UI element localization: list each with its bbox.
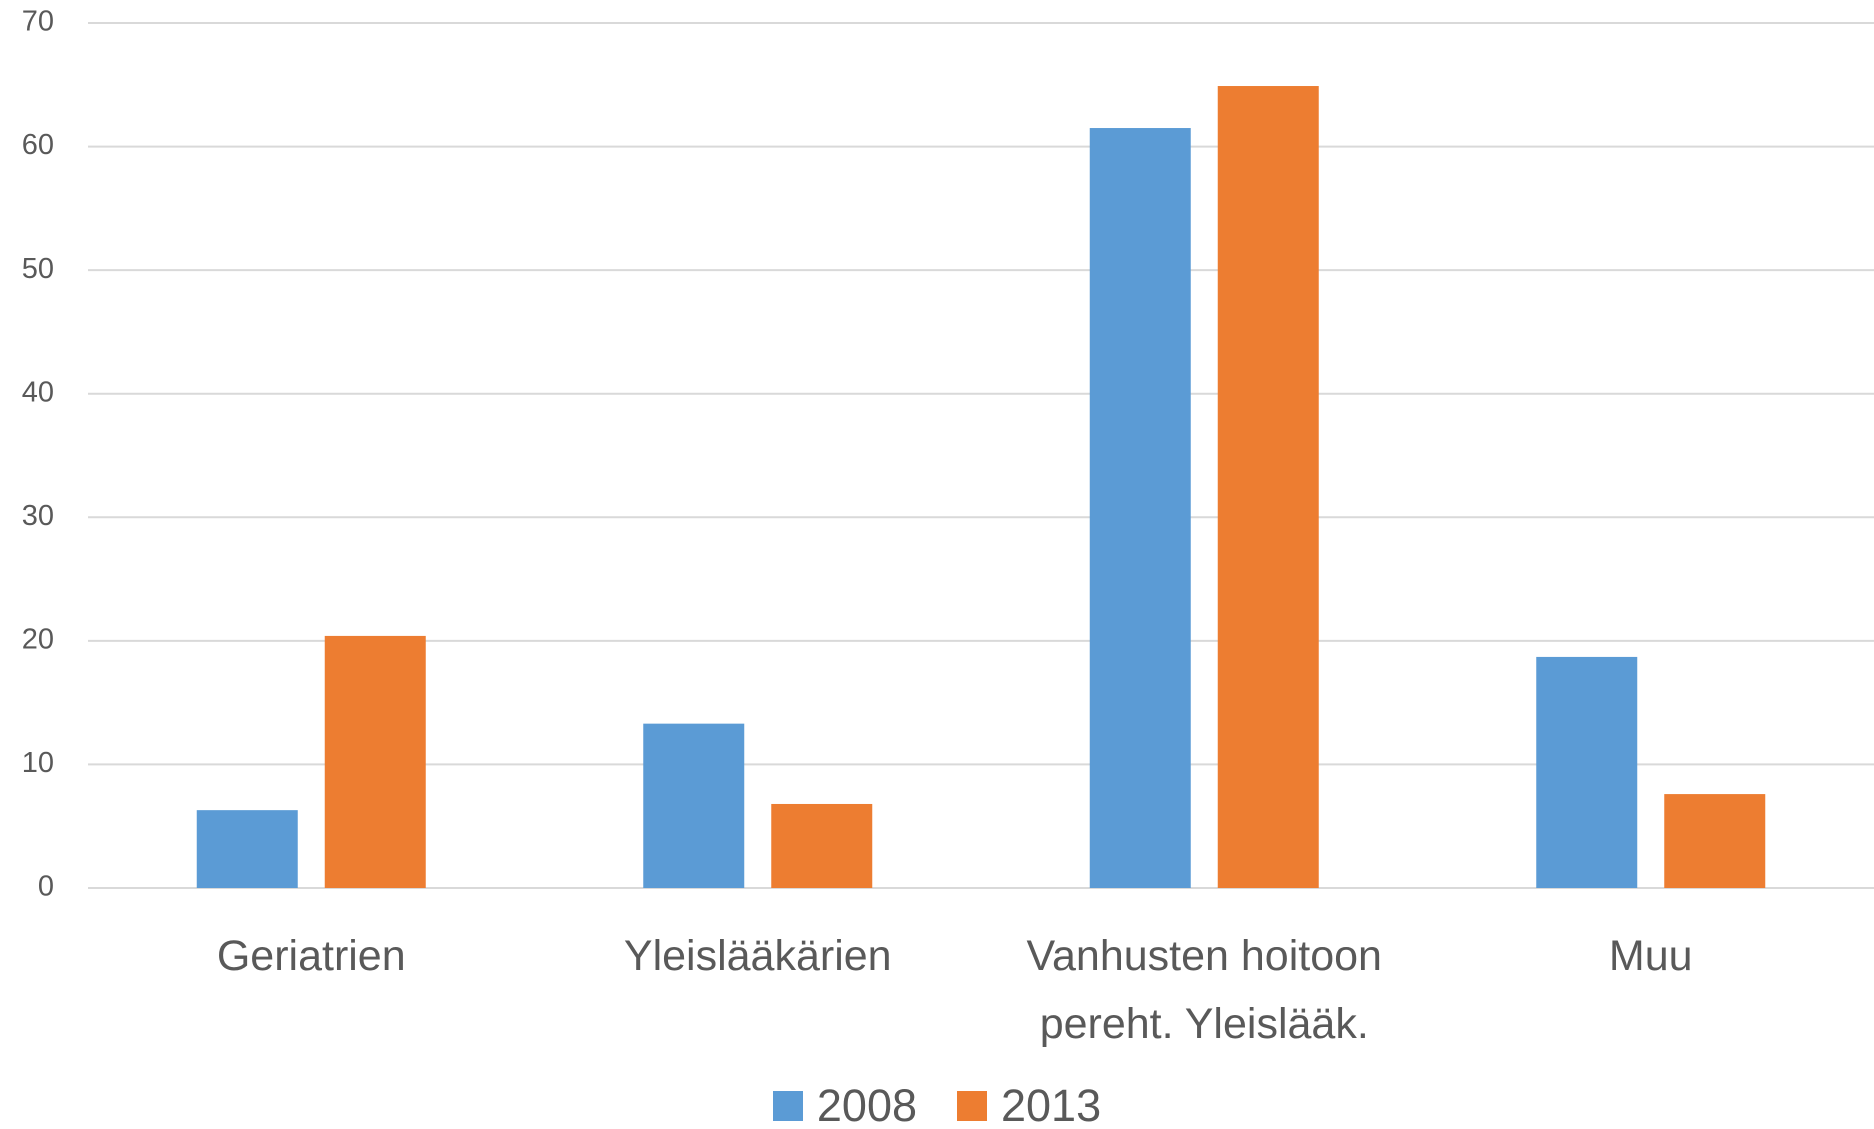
legend-item: 2008 xyxy=(772,1080,917,1129)
y-tick-label: 30 xyxy=(22,500,54,532)
y-tick-label: 0 xyxy=(38,871,54,903)
legend-swatch xyxy=(772,1091,803,1121)
y-tick-label: 60 xyxy=(22,129,54,161)
bar xyxy=(196,810,298,888)
legend: 2008 2013 xyxy=(0,1080,1874,1129)
y-tick-label: 50 xyxy=(22,253,54,285)
x-tick-label: Muu xyxy=(1608,932,1693,980)
x-tick-label: Yleislääkärien xyxy=(623,932,892,980)
legend-swatch xyxy=(957,1091,987,1121)
bar xyxy=(643,723,745,888)
bar xyxy=(1664,794,1766,888)
y-tick-label: 10 xyxy=(22,747,54,779)
y-tick-label: 70 xyxy=(22,6,54,38)
y-tick-label: 20 xyxy=(22,624,54,656)
bar xyxy=(771,803,873,888)
legend-label: 2008 xyxy=(816,1080,917,1129)
y-tick-label: 40 xyxy=(22,376,54,408)
bar xyxy=(1089,128,1191,889)
legend-item: 2013 xyxy=(957,1080,1101,1129)
bar xyxy=(1536,656,1638,888)
x-tick-label: Vanhusten hoitoon pereht. Yleislääk. xyxy=(1026,932,1382,1048)
bar xyxy=(1217,86,1319,889)
x-tick-label: Geriatrien xyxy=(216,932,406,980)
legend-label: 2013 xyxy=(1001,1080,1102,1129)
bar xyxy=(324,635,426,888)
